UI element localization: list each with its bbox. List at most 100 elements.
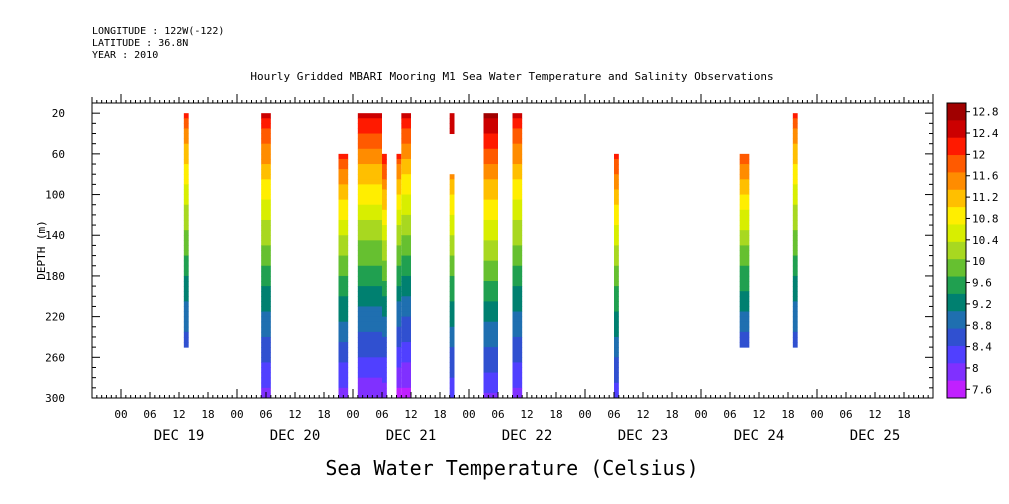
heatmap-cell: [357, 148, 382, 155]
heatmap-cell: [338, 387, 349, 394]
heatmap-cell: [357, 316, 382, 323]
heatmap-cell: [357, 367, 382, 374]
x-hour-label: 18: [317, 408, 330, 421]
heatmap-cell: [396, 286, 402, 292]
heatmap-cell: [396, 281, 402, 287]
heatmap-cell: [483, 169, 498, 175]
heatmap-cell: [382, 342, 387, 348]
heatmap-cell: [382, 179, 387, 185]
heatmap-cell: [183, 158, 189, 165]
heatmap-cell: [739, 199, 750, 206]
heatmap-cell: [614, 158, 619, 165]
profile-13: [792, 113, 798, 348]
heatmap-cell: [396, 225, 402, 231]
heatmap-cell: [338, 219, 349, 226]
heatmap-cell: [183, 164, 189, 170]
heatmap-cell: [357, 179, 382, 185]
heatmap-cell: [183, 174, 189, 180]
heatmap-cell: [401, 240, 411, 246]
heatmap-cell: [512, 260, 523, 267]
heatmap-cell: [792, 128, 798, 135]
heatmap-cell: [483, 133, 498, 140]
heatmap-cell: [512, 153, 523, 160]
heatmap-cell: [357, 245, 382, 251]
heatmap-cell: [739, 286, 750, 292]
heatmap-cell: [338, 316, 349, 323]
colorbar-label: 8.4: [972, 341, 992, 354]
heatmap-cell: [183, 128, 189, 135]
heatmap-cell: [449, 128, 455, 135]
heatmap-cell: [396, 214, 402, 221]
heatmap-cell: [382, 209, 387, 216]
profile-6: [401, 113, 411, 399]
heatmap-cell: [401, 377, 411, 384]
heatmap-cell: [739, 316, 750, 323]
y-tick-label: 140: [45, 229, 65, 242]
heatmap-cell: [357, 281, 382, 287]
heatmap-cell: [338, 230, 349, 236]
colorbar-label: 7.6: [972, 383, 992, 396]
heatmap-cell: [338, 245, 349, 251]
colorbar-label: 11.2: [972, 191, 999, 204]
profile-0: [183, 113, 189, 348]
heatmap-cell: [512, 225, 523, 231]
heatmap-cell: [357, 164, 382, 170]
heatmap-cell: [401, 148, 411, 155]
heatmap-cell: [338, 352, 349, 358]
heatmap-cell: [512, 255, 523, 262]
heatmap-cell: [401, 281, 411, 287]
heatmap-cell: [792, 291, 798, 297]
profile-3: [357, 113, 382, 399]
heatmap-cell: [382, 301, 387, 307]
heatmap-cell: [449, 113, 455, 119]
heatmap-cell: [338, 336, 349, 343]
heatmap-cell: [183, 326, 189, 333]
heatmap-cell: [396, 169, 402, 175]
heatmap-cell: [261, 230, 271, 236]
heatmap-cell: [512, 372, 523, 379]
heatmap-cell: [401, 352, 411, 358]
heatmap-cell: [338, 174, 349, 180]
heatmap-cell: [739, 245, 750, 251]
heatmap-cell: [382, 260, 387, 267]
heatmap-cell: [382, 331, 387, 338]
heatmap-cell: [614, 352, 619, 358]
heatmap-cell: [614, 275, 619, 282]
x-hour-label: 06: [143, 408, 156, 421]
heatmap-cell: [792, 316, 798, 323]
heatmap-cell: [183, 291, 189, 297]
colorbar-label: 10: [972, 255, 985, 268]
heatmap-cell: [512, 311, 523, 318]
heatmap-cell: [338, 235, 349, 241]
heatmap-cell: [792, 204, 798, 211]
heatmap-cell: [483, 245, 498, 251]
heatmap-cell: [357, 275, 382, 282]
heatmap-cell: [449, 392, 455, 399]
colorbar-label: 11.6: [972, 170, 999, 183]
heatmap-cell: [792, 123, 798, 129]
heatmap-cell: [382, 382, 387, 389]
heatmap-cell: [338, 184, 349, 190]
heatmap-cell: [739, 158, 750, 165]
heatmap-cell: [357, 321, 382, 328]
heatmap-cell: [792, 174, 798, 180]
heatmap-cell: [614, 321, 619, 328]
heatmap-cell: [483, 321, 498, 328]
heatmap-cell: [401, 128, 411, 135]
heatmap-cell: [739, 301, 750, 307]
heatmap-cell: [261, 377, 271, 384]
colorbar: 12.8 12.4 12 11.6 11.2 10.8 10.4 10 9.6 9.2 8.8 8.4…: [946, 102, 999, 399]
heatmap-cell: [382, 158, 387, 165]
heatmap-cell: [483, 392, 498, 399]
heatmap-cell: [396, 296, 402, 302]
heatmap-cell: [512, 164, 523, 170]
heatmap-cell: [614, 245, 619, 251]
heatmap-cell: [183, 321, 189, 328]
profile-9: [483, 113, 498, 399]
colorbar-swatch: [947, 259, 966, 278]
heatmap-cell: [512, 169, 523, 175]
heatmap-cell: [792, 148, 798, 155]
heatmap-cell: [792, 199, 798, 206]
heatmap-cell: [357, 194, 382, 201]
heatmap-cell: [449, 281, 455, 287]
